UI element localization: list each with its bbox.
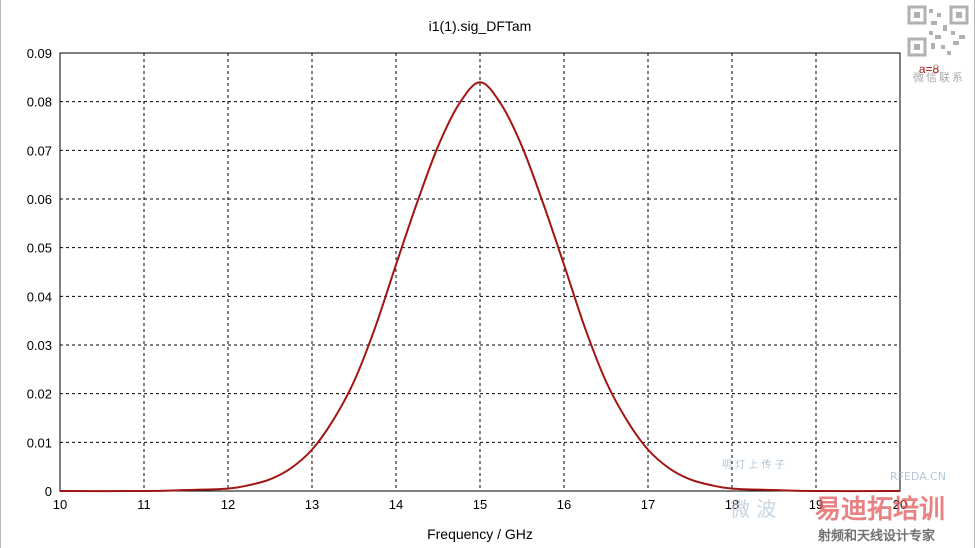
x-tick-label: 12 [221, 497, 235, 512]
series-curve-group [59, 81, 901, 493]
x-tick-label: 17 [641, 497, 655, 512]
series-line [59, 81, 901, 493]
y-tick-label: 0.08 [27, 95, 52, 110]
watermark-site: RFEDA.CN [890, 470, 946, 483]
plot-area [59, 52, 901, 492]
y-tick-label: 0.09 [27, 46, 52, 61]
x-tick-label: 18 [725, 497, 739, 512]
x-tick-label: 15 [473, 497, 487, 512]
qr-caption: 微信联系 [913, 71, 965, 84]
x-tick-label: 11 [137, 497, 151, 512]
x-tick-label: 20 [893, 497, 907, 512]
y-tick-label: 0.03 [27, 338, 52, 353]
y-tick-label: 0.04 [27, 289, 52, 304]
chart-title: i1(1).sig_DFTam [429, 18, 532, 34]
x-tick-label: 19 [809, 497, 823, 512]
y-tick-label: 0.05 [27, 241, 52, 256]
watermark-tagline: 射频和天线设计专家 [817, 528, 936, 544]
qr-code-icon [907, 5, 969, 67]
y-tick-label: 0 [45, 484, 52, 499]
watermark-left-word: 微 波 [730, 497, 776, 521]
y-tick-label: 0.06 [27, 192, 52, 207]
x-tick-labels: 10 11 12 13 14 15 16 17 18 19 20 [53, 497, 907, 512]
y-tick-label: 0.01 [27, 435, 52, 450]
x-tick-label: 13 [305, 497, 319, 512]
y-tick-label: 0.02 [27, 387, 52, 402]
watermark-group: 明 灯 上 传 子 RFEDA.CN 微 波 易迪拓培训 射频和天线设计专家 [722, 459, 946, 544]
y-tick-labels: 0 0.01 0.02 0.03 0.04 0.05 0.06 0.07 0.08 0.09 [27, 46, 52, 499]
x-tick-label: 14 [389, 497, 403, 512]
x-axis-title: Frequency / GHz [427, 526, 533, 542]
grid-lines [60, 53, 900, 491]
watermark-small-line: 明 灯 上 传 子 [722, 459, 785, 471]
watermark-brand: 易迪拓培训 [815, 495, 945, 525]
y-tick-label: 0.07 [27, 143, 52, 158]
x-tick-label: 16 [557, 497, 571, 512]
legend-label: a=8 [919, 62, 940, 76]
x-tick-label: 10 [53, 497, 67, 512]
